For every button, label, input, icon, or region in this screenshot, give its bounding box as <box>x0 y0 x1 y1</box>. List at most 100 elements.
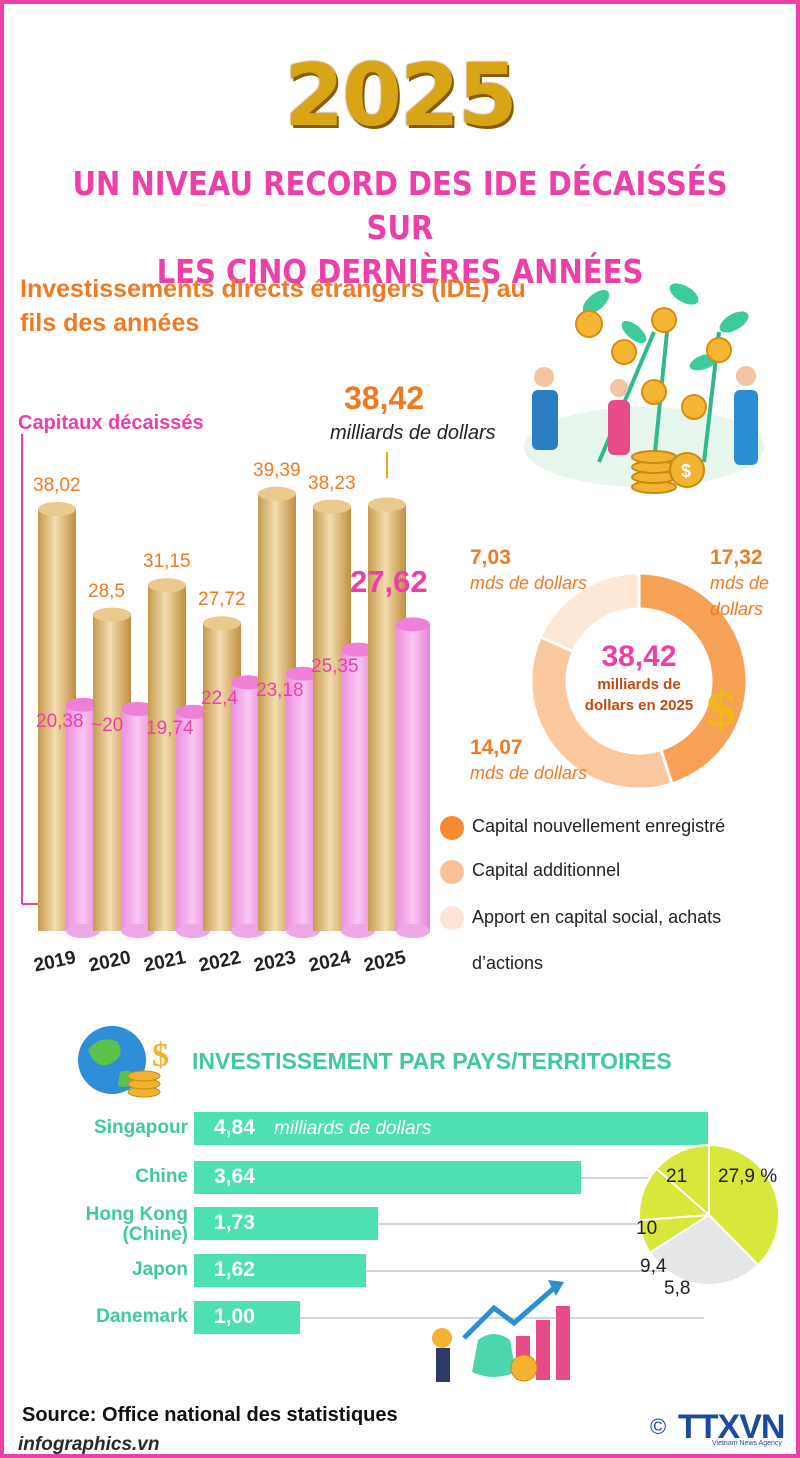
bar-pink-base-2024 <box>341 924 375 938</box>
country-name-1: Chine <box>135 1166 188 1187</box>
connector-line <box>300 1317 704 1319</box>
legend-label: Capital nouvellement enregistré <box>472 816 726 836</box>
copyright-symbol: © <box>650 1414 667 1439</box>
bar-pink-top-2024 <box>341 642 375 657</box>
total-callout-unit: milliards de dollars <box>330 422 496 444</box>
country-section-title: INVESTISSEMENT PAR PAYS/TERRITOIRES <box>192 1048 672 1074</box>
country-bar-value: 4,84 <box>214 1116 255 1139</box>
bar-pink-top-2025 <box>396 617 430 632</box>
pie-value-label-2: 10 <box>636 1218 658 1239</box>
headline: UN NIVEAU RECORD DES IDE DÉCAISSÉS SUR L… <box>52 162 749 294</box>
country-name-line-1: Hong Kong <box>85 1204 188 1225</box>
country-name-4: Danemark <box>96 1306 188 1327</box>
segment-nouveau-unit-2: dollars <box>710 599 764 619</box>
bar-gold-top-2020 <box>93 607 131 622</box>
total-callout-value: 38,42 <box>344 380 425 416</box>
dollar-icon: $ <box>704 678 739 737</box>
country-name-line-2: (Chine) <box>122 1224 188 1245</box>
bar-pink-top-2021 <box>176 704 210 719</box>
legend-item-additionnel: Capital additionnel <box>440 860 621 884</box>
donut-slice-2 <box>538 571 641 654</box>
svg-text:$: $ <box>681 461 691 481</box>
legend-item-nouveau: Capital nouvellement enregistré <box>440 816 726 840</box>
donut-center-value: 38,42 <box>601 640 677 673</box>
pink-value-label-2021: 19,74 <box>146 717 194 739</box>
country-bar-value: 1,00 <box>214 1305 255 1328</box>
bar-pink-top-2023 <box>286 666 320 681</box>
legend-swatch <box>440 906 464 930</box>
donut-center-line-1: milliards de <box>597 676 681 693</box>
legend-item-apport: Apport en capital social, achats d’actio… <box>440 894 722 986</box>
legend-label-line-2: d’actions <box>472 953 544 973</box>
legend-label-line-1: Apport en capital social, achats <box>472 907 722 927</box>
country-bar-unit: milliards de dollars <box>274 1118 432 1139</box>
bar-pink-base-2023 <box>286 924 320 938</box>
bar-gold-top-2021 <box>148 578 186 593</box>
bar-gold-top-2019 <box>38 501 76 516</box>
money-tree-illustration: $ <box>524 283 764 494</box>
donut-center: 38,42 milliards de dollars en 2025 <box>564 640 714 716</box>
country-bar-value: 1,62 <box>214 1258 255 1281</box>
legend-label: Capital additionnel <box>472 860 621 880</box>
bar-pink-top-2019 <box>66 697 100 712</box>
segment-nouveau-value: 17,32 <box>710 546 763 569</box>
pink-value-label-2022: 22,4 <box>201 688 238 710</box>
country-share-pie <box>638 1143 780 1286</box>
subtitle-line-2: fils des années <box>20 309 200 337</box>
bar-gold-top-2024 <box>313 499 351 514</box>
donut-slice-1 <box>529 634 674 791</box>
pie-value-label-4: 5,8 <box>664 1278 691 1299</box>
globe-coins-icon: $ <box>78 1026 169 1098</box>
pie-value-label-0: 27,9 % <box>718 1166 778 1187</box>
svg-text:$: $ <box>152 1037 169 1074</box>
headline-line-2: LES CINQ DERNIÈRES ANNÉES <box>156 252 644 291</box>
ttxvn-logo: TTXVN <box>678 1408 785 1446</box>
connector-line <box>377 1223 704 1225</box>
segment-additionnel-unit: mds de dollars <box>470 763 588 783</box>
pie-slice-4 <box>655 1143 710 1218</box>
pink-value-label-2024: 25,35 <box>311 655 359 677</box>
legend-swatch <box>440 816 464 840</box>
country-name-2: Hong Kong (Chine) <box>4 1205 188 1245</box>
bar-pink-base-2020 <box>121 924 155 938</box>
capitaux-decaisses-label: Capitaux décaissés <box>18 412 204 434</box>
donut-chart <box>529 571 749 791</box>
growth-illustration <box>432 1280 570 1382</box>
pink-value-label-2020: ~20 <box>91 715 124 736</box>
bar-gold-top-2025 <box>368 497 406 512</box>
donut-slice-0 <box>637 571 749 786</box>
connector-line <box>580 1177 704 1179</box>
gold-value-label-2023: 39,39 <box>253 459 301 481</box>
gold-value-label-2020: 28,5 <box>88 580 125 602</box>
gold-value-label-2021: 31,15 <box>143 551 191 573</box>
headline-line-1: UN NIVEAU RECORD DES IDE DÉCAISSÉS SUR <box>72 164 728 247</box>
pink-value-label-2025: 27,62 <box>350 564 428 599</box>
segment-additionnel-value: 14,07 <box>470 736 523 759</box>
country-bar-2: 1,73 <box>194 1207 378 1240</box>
subtitle-line-1: Investissements directs étrangers (IDE) … <box>20 275 526 303</box>
bar-gold-top-2023 <box>258 486 296 501</box>
pie-slice-1 <box>648 1213 760 1286</box>
pink-value-label-2019: 20,38 <box>36 710 84 732</box>
pie-slice-0 <box>708 1143 780 1267</box>
country-bar-4: 1,00 <box>194 1301 301 1334</box>
segment-apport-unit: mds de dollars <box>470 573 588 593</box>
country-bar-0: 4,84 milliards de dollars <box>194 1112 708 1145</box>
bar-pink-top-2022 <box>231 675 265 690</box>
country-bar-3: 1,62 <box>194 1254 367 1287</box>
segment-nouveau-unit-1: mds de <box>710 573 770 593</box>
country-name-0: Singapour <box>94 1117 188 1138</box>
segment-apport-value: 7,03 <box>470 546 511 569</box>
gold-value-label-2019: 38,02 <box>33 474 81 496</box>
pie-slice-3 <box>638 1167 712 1222</box>
ttxvn-logo-subtitle: Vietnam News Agency <box>712 1440 782 1447</box>
bar-pink-base-2019 <box>66 924 100 938</box>
donut-center-line-2: dollars en 2025 <box>584 697 694 714</box>
pie-value-label-3: 9,4 <box>640 1256 667 1277</box>
bar-pink-base-2025 <box>396 924 430 938</box>
connector-line <box>366 1270 704 1272</box>
section-subtitle: Investissements directs étrangers (IDE) … <box>20 272 600 340</box>
site-credit: infographics.vn <box>18 1434 160 1455</box>
gold-value-label-2024: 38,23 <box>308 472 356 494</box>
